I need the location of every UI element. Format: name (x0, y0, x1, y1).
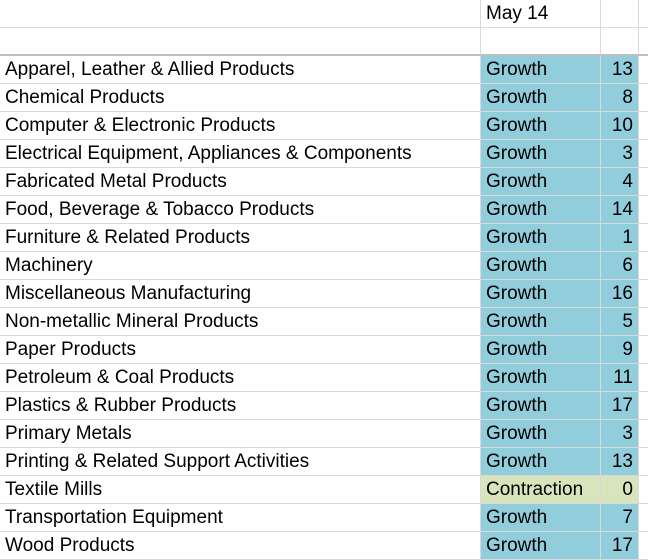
status-cell[interactable]: Growth (481, 224, 601, 252)
status-cell[interactable]: Growth (481, 140, 601, 168)
rank-cell[interactable]: 17 (601, 392, 639, 420)
blank-cell[interactable] (639, 224, 648, 252)
status-cell[interactable]: Growth (481, 364, 601, 392)
industry-cell[interactable]: Plastics & Rubber Products (0, 392, 481, 420)
blank-cell[interactable] (639, 504, 648, 532)
blank-cell[interactable] (639, 84, 648, 112)
blank-cell[interactable] (639, 112, 648, 140)
blank-cell[interactable] (639, 448, 648, 476)
blank-cell[interactable] (639, 168, 648, 196)
rank-cell[interactable]: 7 (601, 504, 639, 532)
industry-cell[interactable]: Chemical Products (0, 84, 481, 112)
industry-cell[interactable]: Electrical Equipment, Appliances & Compo… (0, 140, 481, 168)
blank-cell[interactable] (639, 280, 648, 308)
blank-cell[interactable] (601, 28, 639, 56)
rank-cell[interactable]: 16 (601, 280, 639, 308)
status-cell[interactable]: Growth (481, 168, 601, 196)
status-cell[interactable]: Growth (481, 448, 601, 476)
header-empty-cell[interactable] (601, 0, 639, 28)
rank-cell[interactable]: 4 (601, 168, 639, 196)
industry-cell[interactable]: Computer & Electronic Products (0, 112, 481, 140)
industry-cell[interactable]: Petroleum & Coal Products (0, 364, 481, 392)
blank-cell[interactable] (639, 252, 648, 280)
industry-cell[interactable]: Apparel, Leather & Allied Products (0, 56, 481, 84)
industry-cell[interactable]: Primary Metals (0, 420, 481, 448)
industry-cell[interactable]: Textile Mills (0, 476, 481, 504)
industry-cell[interactable]: Furniture & Related Products (0, 224, 481, 252)
header-empty-cell[interactable] (639, 0, 648, 28)
month-header[interactable]: May 14 (481, 0, 601, 28)
rank-cell[interactable]: 11 (601, 364, 639, 392)
industry-cell[interactable]: Food, Beverage & Tobacco Products (0, 196, 481, 224)
blank-cell[interactable] (639, 28, 648, 56)
industry-cell[interactable]: Transportation Equipment (0, 504, 481, 532)
blank-cell[interactable] (639, 364, 648, 392)
rank-cell[interactable]: 6 (601, 252, 639, 280)
status-cell[interactable]: Growth (481, 56, 601, 84)
rank-cell[interactable]: 0 (601, 476, 639, 504)
status-cell[interactable]: Growth (481, 532, 601, 560)
rank-cell[interactable]: 10 (601, 112, 639, 140)
industry-cell[interactable]: Non-metallic Mineral Products (0, 308, 481, 336)
rank-cell[interactable]: 13 (601, 56, 639, 84)
status-cell[interactable]: Growth (481, 392, 601, 420)
rank-cell[interactable]: 1 (601, 224, 639, 252)
rank-cell[interactable]: 13 (601, 448, 639, 476)
blank-cell[interactable] (639, 140, 648, 168)
blank-cell[interactable] (639, 56, 648, 84)
status-cell[interactable]: Growth (481, 112, 601, 140)
industry-cell[interactable]: Miscellaneous Manufacturing (0, 280, 481, 308)
rank-cell[interactable]: 14 (601, 196, 639, 224)
blank-cell[interactable] (639, 476, 648, 504)
status-cell[interactable]: Growth (481, 336, 601, 364)
rank-cell[interactable]: 3 (601, 140, 639, 168)
status-cell[interactable]: Growth (481, 308, 601, 336)
industry-cell[interactable]: Paper Products (0, 336, 481, 364)
blank-cell[interactable] (639, 196, 648, 224)
status-cell[interactable]: Growth (481, 196, 601, 224)
blank-cell[interactable] (639, 420, 648, 448)
rank-cell[interactable]: 9 (601, 336, 639, 364)
rank-cell[interactable]: 3 (601, 420, 639, 448)
status-cell[interactable]: Growth (481, 252, 601, 280)
blank-cell[interactable] (639, 392, 648, 420)
blank-cell[interactable] (481, 28, 601, 56)
rank-cell[interactable]: 8 (601, 84, 639, 112)
industry-cell[interactable]: Fabricated Metal Products (0, 168, 481, 196)
header-empty-cell[interactable] (0, 0, 481, 28)
blank-cell[interactable] (639, 336, 648, 364)
blank-cell[interactable] (639, 308, 648, 336)
status-cell[interactable]: Growth (481, 280, 601, 308)
status-cell[interactable]: Contraction (481, 476, 601, 504)
industry-cell[interactable]: Machinery (0, 252, 481, 280)
status-cell[interactable]: Growth (481, 84, 601, 112)
blank-cell[interactable] (0, 28, 481, 56)
status-cell[interactable]: Growth (481, 420, 601, 448)
status-cell[interactable]: Growth (481, 504, 601, 532)
rank-cell[interactable]: 5 (601, 308, 639, 336)
industry-cell[interactable]: Printing & Related Support Activities (0, 448, 481, 476)
